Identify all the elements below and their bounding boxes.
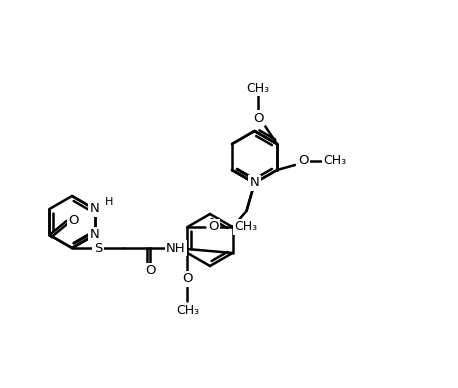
Text: O: O [182, 272, 193, 286]
Text: O: O [145, 265, 155, 277]
Text: S: S [94, 241, 102, 255]
Text: O: O [298, 154, 308, 168]
Text: CH₃: CH₃ [176, 305, 199, 317]
Text: N: N [250, 177, 259, 189]
Text: N: N [250, 177, 259, 189]
Text: CH₃: CH₃ [246, 81, 270, 95]
Text: O: O [208, 220, 219, 234]
Text: CH₃: CH₃ [323, 154, 347, 168]
Text: H: H [104, 197, 113, 207]
Text: O: O [68, 215, 79, 227]
Text: N: N [90, 203, 99, 215]
Text: O: O [253, 111, 263, 125]
Text: N: N [90, 229, 99, 241]
Text: NH: NH [166, 241, 186, 255]
Text: CH₃: CH₃ [234, 220, 257, 234]
